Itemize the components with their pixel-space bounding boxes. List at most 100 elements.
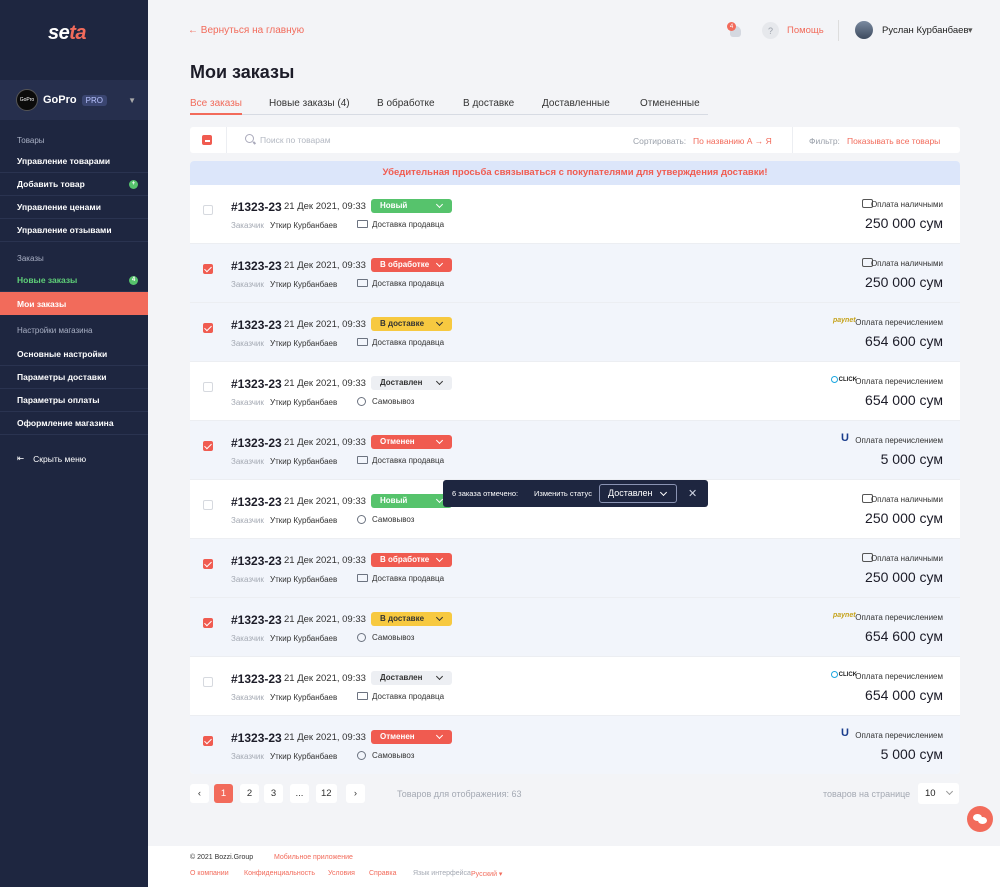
status-dropdown[interactable]: Доставлен [371, 376, 452, 390]
order-id[interactable]: #1323-23 [231, 377, 282, 391]
page-1-button[interactable]: 1 [214, 784, 233, 803]
language-select[interactable]: Русский ▾ [471, 871, 503, 878]
customer-name: Уткир Курбанбаев [270, 516, 338, 525]
tab-processing[interactable]: В обработке [377, 98, 435, 109]
per-page-select[interactable]: 10 [918, 783, 959, 804]
notifications-button[interactable]: 4 [727, 22, 743, 38]
row-checkbox[interactable] [203, 264, 213, 274]
hide-menu-button[interactable]: ⇤ Скрыть меню [17, 453, 87, 464]
help-link[interactable]: Справка [369, 870, 397, 877]
tab-new-orders[interactable]: Новые заказы (4) [269, 98, 350, 109]
help-link[interactable]: Помощь [787, 25, 824, 36]
row-checkbox[interactable] [203, 500, 213, 510]
payment-method: Оплата наличными [870, 259, 943, 268]
order-date: 21 Дек 2021, 09:33 [284, 201, 366, 212]
status-dropdown[interactable]: Отменен [371, 730, 452, 744]
notice-banner: Убедительная просьба связываться с покуп… [190, 161, 960, 185]
row-checkbox[interactable] [203, 559, 213, 569]
sidebar-item-payment-settings[interactable]: Параметры оплаты [0, 389, 148, 412]
sidebar-item-my-orders[interactable]: Мои заказы [0, 292, 148, 315]
row-checkbox[interactable] [203, 618, 213, 628]
delivery-method: Самовывоз [372, 397, 415, 406]
status-dropdown[interactable]: Новый [371, 494, 452, 508]
row-checkbox[interactable] [203, 441, 213, 451]
status-dropdown[interactable]: В доставке [371, 317, 452, 331]
sidebar-item-general-settings[interactable]: Основные настройки [0, 343, 148, 366]
about-link[interactable]: О компании [190, 870, 229, 877]
customer-label: Заказчик [231, 457, 264, 466]
sidebar-item-manage-prices[interactable]: Управление ценами [0, 196, 148, 219]
status-dropdown[interactable]: В обработке [371, 553, 452, 567]
sort-dropdown[interactable]: По названию А → Я [693, 136, 772, 146]
selected-count: 6 заказа отмечено: [452, 489, 519, 498]
order-id[interactable]: #1323-23 [231, 436, 282, 450]
status-dropdown[interactable]: В обработке [371, 258, 452, 272]
row-checkbox[interactable] [203, 736, 213, 746]
row-checkbox[interactable] [203, 205, 213, 215]
table-row[interactable]: #1323-23 21 Дек 2021, 09:33 В доставке Зака… [190, 598, 960, 657]
sidebar-item-delivery-settings[interactable]: Параметры доставки [0, 366, 148, 389]
sidebar-item-manage-products[interactable]: Управление товарами [0, 150, 148, 173]
avatar[interactable] [855, 21, 873, 39]
prev-page-button[interactable]: ‹ [190, 784, 209, 803]
status-dropdown[interactable]: Новый [371, 199, 452, 213]
table-row[interactable]: #1323-23 21 Дек 2021, 09:33 Доставлен Заказ… [190, 657, 960, 716]
page-2-button[interactable]: 2 [240, 784, 259, 803]
mobile-app-link[interactable]: Мобильное приложение [274, 854, 353, 861]
order-date: 21 Дек 2021, 09:33 [284, 732, 366, 743]
next-page-button[interactable]: › [346, 784, 365, 803]
user-name[interactable]: Руслан Курбанбаев [882, 25, 969, 36]
language-label: Язык интерфейса: [413, 870, 473, 877]
row-checkbox[interactable] [203, 382, 213, 392]
close-icon[interactable]: ✕ [688, 488, 698, 500]
chat-icon[interactable] [967, 806, 993, 832]
order-id[interactable]: #1323-23 [231, 672, 282, 686]
table-row[interactable]: #1323-23 21 Дек 2021, 09:33 В обработке Зак… [190, 244, 960, 303]
select-all-checkbox[interactable] [202, 135, 212, 145]
table-row[interactable]: #1323-23 21 Дек 2021, 09:33 В обработке Зак… [190, 539, 960, 598]
order-id[interactable]: #1323-23 [231, 318, 282, 332]
order-id[interactable]: #1323-23 [231, 613, 282, 627]
status-dropdown[interactable]: Отменен [371, 435, 452, 449]
page-12-button[interactable]: 12 [316, 784, 337, 803]
status-dropdown[interactable]: В доставке [371, 612, 452, 626]
sidebar-item-store-design[interactable]: Оформление магазина [0, 412, 148, 435]
order-id[interactable]: #1323-23 [231, 731, 282, 745]
tab-cancelled[interactable]: Отмененные [640, 98, 700, 109]
row-checkbox[interactable] [203, 677, 213, 687]
search-input[interactable] [260, 132, 560, 148]
order-id[interactable]: #1323-23 [231, 200, 282, 214]
store-switcher[interactable]: GoPro GoPro PRO ▼ [0, 80, 148, 120]
section-products: Товары [17, 136, 45, 145]
payment-method: Оплата перечислением [855, 377, 943, 386]
filter-dropdown[interactable]: Показывать все товары [847, 136, 941, 146]
order-tabs: Все заказы Новые заказы (4) В обработке … [190, 98, 708, 115]
row-checkbox[interactable] [203, 323, 213, 333]
tab-in-delivery[interactable]: В доставке [463, 98, 515, 109]
status-select[interactable]: Доставлен [599, 484, 677, 503]
order-amount: 654 600 сум [865, 628, 943, 644]
table-row[interactable]: #1323-23 21 Дек 2021, 09:33 Новый Заказчик У… [190, 185, 960, 244]
table-row[interactable]: #1323-23 21 Дек 2021, 09:33 Отменен Заказчи… [190, 421, 960, 480]
tab-all-orders[interactable]: Все заказы [190, 98, 242, 115]
help-icon[interactable]: ? [762, 22, 779, 39]
order-id[interactable]: #1323-23 [231, 495, 282, 509]
chevron-down-icon[interactable]: ▾ [968, 25, 973, 35]
sidebar-item-manage-reviews[interactable]: Управление отзывами [0, 219, 148, 242]
status-dropdown[interactable]: Доставлен [371, 671, 452, 685]
order-id[interactable]: #1323-23 [231, 554, 282, 568]
terms-link[interactable]: Условия [328, 870, 355, 877]
order-date: 21 Дек 2021, 09:33 [284, 319, 366, 330]
sidebar-item-add-product[interactable]: Добавить товар + [0, 173, 148, 196]
order-id[interactable]: #1323-23 [231, 259, 282, 273]
page-3-button[interactable]: 3 [264, 784, 283, 803]
privacy-link[interactable]: Конфиденциальность [244, 870, 316, 877]
order-date: 21 Дек 2021, 09:33 [284, 260, 366, 271]
back-to-home-link[interactable]: ← Вернуться на главную [188, 25, 305, 36]
table-row[interactable]: #1323-23 21 Дек 2021, 09:33 В доставке Зака… [190, 303, 960, 362]
tab-delivered[interactable]: Доставленные [542, 98, 610, 109]
seta-logo[interactable]: seta [48, 22, 87, 44]
table-row[interactable]: #1323-23 21 Дек 2021, 09:33 Доставлен Заказ… [190, 362, 960, 421]
sidebar-item-new-orders[interactable]: Новые заказы 4 [0, 269, 148, 292]
table-row[interactable]: #1323-23 21 Дек 2021, 09:33 Отменен Заказчи… [190, 716, 960, 774]
